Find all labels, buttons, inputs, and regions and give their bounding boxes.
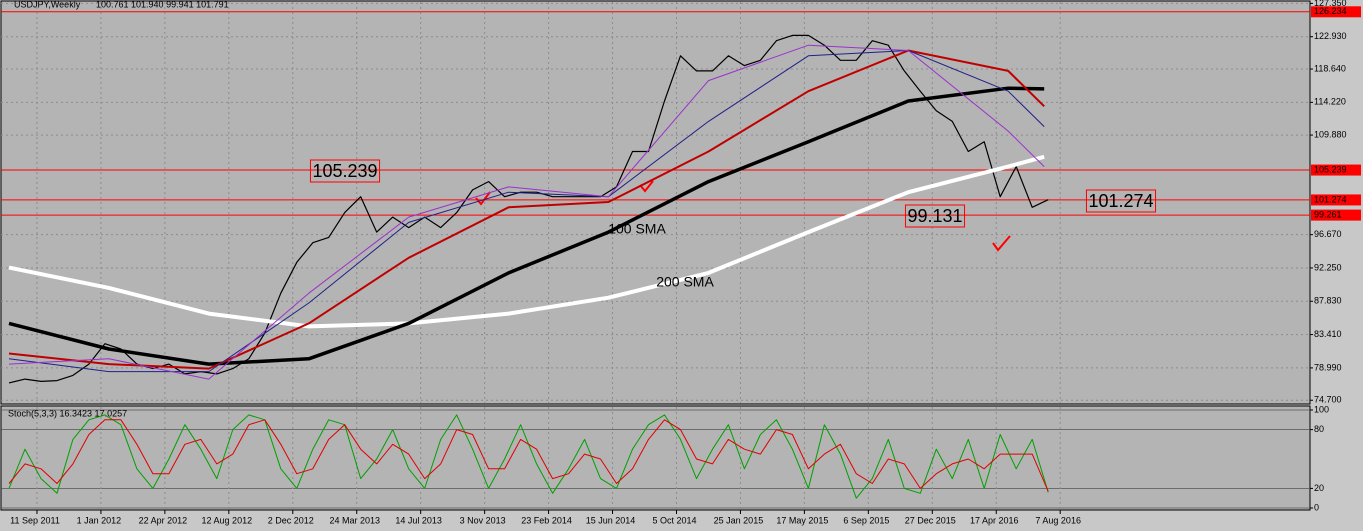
price-panel <box>0 0 1311 405</box>
y-tick-label: 100 <box>1314 404 1329 414</box>
y-tick-label: 83.410 <box>1314 329 1342 339</box>
series-line <box>8 154 1045 329</box>
annotation-box <box>309 159 381 183</box>
ohlc-text: 100.761 101.940 99.941 101.791 <box>96 0 229 9</box>
y-tick-label: 74.700 <box>1314 395 1342 405</box>
series-line <box>8 44 1045 380</box>
x-tick-label: 22 Apr 2012 <box>139 515 188 525</box>
level-label: 105.239 <box>1314 164 1347 174</box>
x-tick-label: 24 Mar 2013 <box>329 515 380 525</box>
x-tick-label: 11 Sep 2011 <box>10 515 60 525</box>
x-tick-label: 14 Jul 2013 <box>395 515 442 525</box>
y-tick-label: 127.350 <box>1314 0 1347 8</box>
level-box <box>1311 164 1361 176</box>
x-tick-label: 12 Aug 2012 <box>202 515 253 525</box>
chart-title: USDJPY,Weekly <box>14 0 81 9</box>
annotation: 100 SMA <box>608 221 666 237</box>
series-line <box>8 86 1045 366</box>
level-box <box>1311 194 1361 206</box>
y-tick-label: 80 <box>1314 424 1324 434</box>
series-line <box>8 34 1049 384</box>
y-tick-label: 118.640 <box>1314 63 1346 73</box>
check-mark <box>992 235 1011 252</box>
annotation: 99.131 <box>907 206 962 226</box>
y-tick-label: 78.990 <box>1314 362 1342 372</box>
annotation: 105.239 <box>312 161 377 181</box>
level-label: 99.261 <box>1314 209 1342 219</box>
x-tick-label: 5 Oct 2014 <box>652 515 696 525</box>
level-box <box>1311 6 1361 18</box>
x-tick-label: 3 Nov 2013 <box>460 515 506 525</box>
series-line <box>8 50 1045 373</box>
y-tick-label: 109.880 <box>1314 129 1347 139</box>
x-tick-label: 27 Dec 2015 <box>905 515 956 525</box>
x-tick-label: 1 Jan 2012 <box>77 515 122 525</box>
x-tick-label: 6 Sep 2015 <box>843 515 889 525</box>
x-tick-label: 17 May 2015 <box>776 515 828 525</box>
x-tick-label: 17 Apr 2016 <box>970 515 1019 525</box>
y-tick-label: 92.250 <box>1314 262 1342 272</box>
annotation: 200 SMA <box>656 274 714 290</box>
level-box <box>1311 209 1361 221</box>
stoch-title: Stoch(5,3,3) 16.3423 17.0257 <box>8 408 127 418</box>
annotation: 101.274 <box>1088 191 1153 211</box>
annotation-box <box>1085 189 1157 213</box>
x-tick-label: 2 Dec 2012 <box>268 515 314 525</box>
y-tick-label: 0 <box>1314 502 1319 512</box>
level-label: 101.274 <box>1314 194 1347 204</box>
x-tick-label: 23 Feb 2014 <box>521 515 572 525</box>
series-line <box>8 419 1049 492</box>
y-tick-label: 114.220 <box>1314 97 1346 107</box>
annotation-box <box>904 204 966 228</box>
stoch-panel <box>0 405 1311 511</box>
check-mark <box>639 180 654 193</box>
y-tick-label: 20 <box>1314 483 1324 493</box>
x-tick-label: 7 Aug 2016 <box>1035 515 1081 525</box>
x-tick-label: 15 Jun 2014 <box>586 515 636 525</box>
y-tick-label: 96.670 <box>1314 229 1342 239</box>
series-line <box>8 49 1045 370</box>
x-tick-label: 25 Jan 2015 <box>714 515 764 525</box>
y-tick-label: 87.830 <box>1314 296 1342 306</box>
y-tick-label: 122.930 <box>1314 31 1347 41</box>
level-label: 126.234 <box>1314 6 1347 16</box>
